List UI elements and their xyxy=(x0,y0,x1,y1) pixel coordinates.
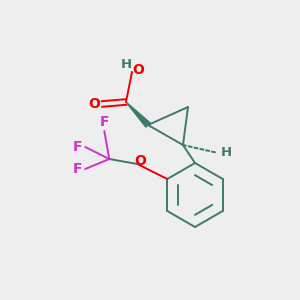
Text: H: H xyxy=(220,146,232,160)
Text: H: H xyxy=(120,58,132,70)
Text: F: F xyxy=(73,162,82,176)
Text: F: F xyxy=(73,140,82,154)
Text: F: F xyxy=(100,115,109,129)
Text: O: O xyxy=(134,154,146,168)
Text: O: O xyxy=(88,97,100,111)
Polygon shape xyxy=(126,102,150,127)
Text: O: O xyxy=(132,63,144,77)
